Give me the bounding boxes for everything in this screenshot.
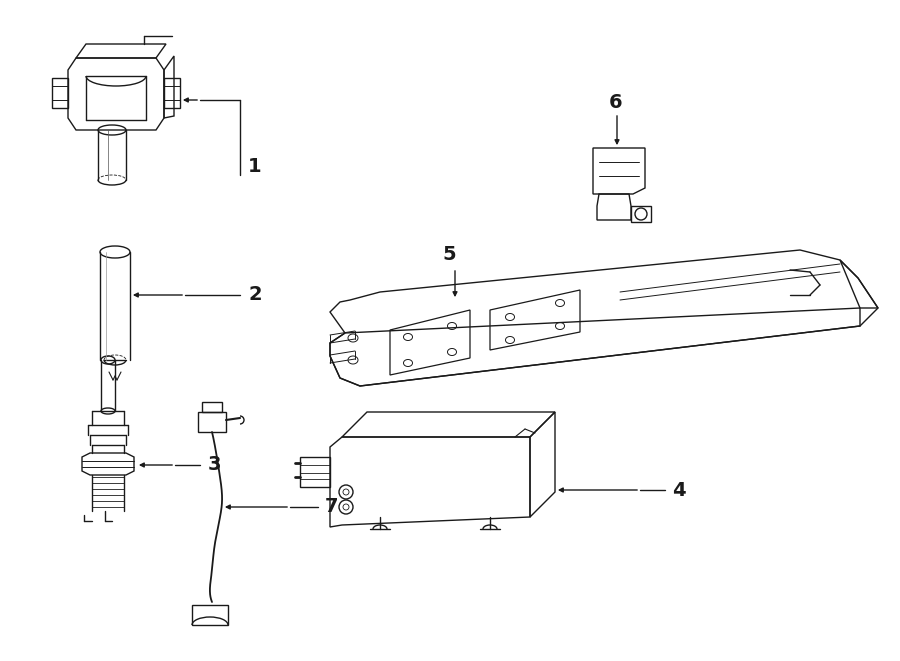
Text: 5: 5	[442, 245, 455, 264]
Text: 3: 3	[208, 455, 221, 475]
Text: 4: 4	[672, 481, 686, 500]
Text: 1: 1	[248, 157, 262, 176]
Text: 7: 7	[325, 498, 338, 516]
Text: 2: 2	[248, 286, 262, 305]
Text: 6: 6	[609, 93, 623, 112]
